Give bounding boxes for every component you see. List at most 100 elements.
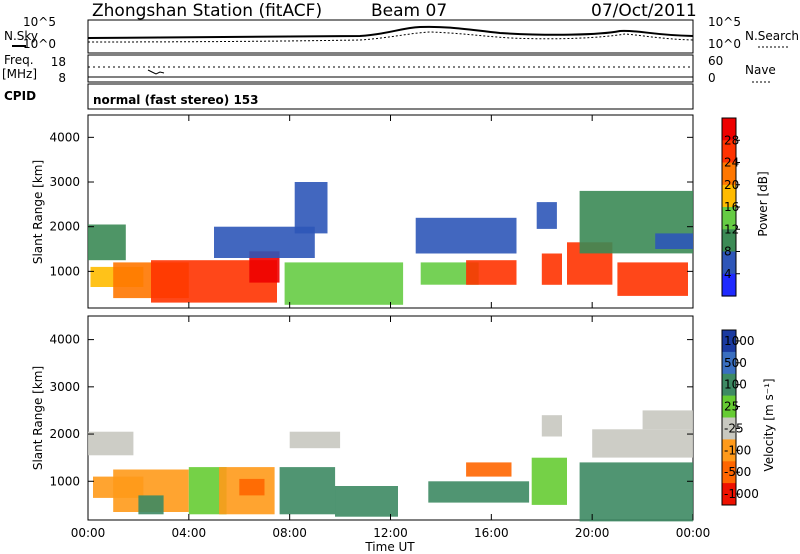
colorbar-swatch	[722, 184, 736, 208]
cpid-label: CPID	[4, 89, 36, 103]
colorbar-swatch	[722, 330, 736, 353]
noise-search-line	[87, 31, 694, 43]
mhz-label: [MHz]	[2, 67, 37, 81]
scatter-block	[284, 262, 404, 305]
colorbar-tick-label: 25	[724, 400, 739, 414]
colorbar-tick-label: -100	[724, 443, 751, 457]
noise-tick-hi-left: 10^5	[23, 15, 56, 29]
y-tick-label: 2000	[49, 220, 80, 234]
y-tick-label: 3000	[49, 380, 80, 394]
scatter-block	[289, 431, 341, 449]
noise-tick-lo-right: 10^0	[708, 37, 741, 51]
colorbar-swatch	[722, 395, 736, 418]
nave-tick-lo: 0	[708, 71, 716, 85]
x-tick-label: 04:00	[172, 526, 207, 540]
colorbar-swatch	[722, 373, 736, 397]
colorbar-swatch	[722, 439, 736, 462]
freq-panel-frame	[87, 54, 694, 83]
x-tick-label: 12:00	[373, 526, 408, 540]
x-tick-label: 00:00	[71, 526, 106, 540]
x-tick-label: 16:00	[474, 526, 509, 540]
scatter-block	[420, 262, 479, 285]
noise-sky-line	[87, 25, 694, 39]
colorbar-tick-label: 1000	[724, 334, 755, 348]
colorbar-swatch	[722, 417, 736, 440]
scatter-block	[592, 429, 693, 458]
power-heatmap	[88, 182, 693, 305]
date-label: 07/Oct/2011	[591, 1, 697, 21]
colorbar-tick-label: 500	[724, 356, 747, 370]
colorbar-frame	[721, 329, 737, 506]
y-tick-label: 2000	[49, 427, 80, 441]
colorbar-tick-label: 20	[724, 178, 739, 192]
scatter-block	[579, 462, 693, 522]
scatter-block	[536, 202, 557, 229]
colorbar-swatch	[722, 140, 736, 164]
colorbar-tick-label: -25	[724, 421, 744, 435]
colorbar-swatch	[722, 461, 736, 484]
scatter-block	[428, 481, 530, 503]
power-y-axis: 1000 2000 3000 4000	[49, 130, 693, 278]
velocity-heatmap	[88, 410, 693, 522]
freq-tick-hi: 18	[51, 55, 66, 69]
colorbar-tick-label: 100	[724, 378, 747, 392]
time-axis-label: Time UT	[364, 540, 415, 554]
beam-label: Beam 07	[371, 1, 447, 21]
colorbar-swatch	[722, 273, 736, 297]
nave-label: Nave	[745, 63, 776, 77]
colorbar-swatch	[722, 118, 736, 141]
power-colorbar: 4 8 12 16 20 24 28	[721, 117, 740, 297]
scatter-block	[415, 217, 517, 254]
scatter-block	[88, 224, 126, 261]
velocity-y-label: Slant Range [km]	[31, 366, 45, 470]
scatter-block	[617, 262, 688, 296]
scatter-block	[541, 415, 562, 437]
colorbar-tick-label: 8	[724, 245, 732, 259]
y-tick-label: 1000	[49, 264, 80, 278]
colorbar-tick-label: 28	[724, 133, 739, 147]
colorbar-swatch	[722, 251, 736, 275]
scatter-block	[642, 410, 693, 430]
scatter-block	[279, 467, 336, 515]
x-tick-label: 08:00	[272, 526, 307, 540]
scatter-block	[335, 486, 398, 517]
scatter-block	[541, 253, 562, 285]
freq-tick-lo: 8	[58, 71, 66, 85]
colorbar-tick-label: 24	[724, 156, 739, 170]
scatter-block	[239, 478, 265, 496]
scatter-block	[88, 431, 134, 456]
colorbar-tick-label: 12	[724, 222, 739, 236]
freq-label: Freq.	[4, 53, 34, 67]
noise-tick-lo-left: 10^0	[23, 37, 56, 51]
y-tick-label: 3000	[49, 175, 80, 189]
colorbar-tick-label: -500	[724, 465, 751, 479]
scatter-block	[655, 233, 693, 249]
colorbar-swatch	[722, 351, 736, 375]
colorbar-tick-label: 4	[724, 267, 732, 281]
nsky-label: N.Sky	[4, 29, 38, 43]
x-tick-label: 20:00	[575, 526, 610, 540]
y-tick-label: 4000	[49, 130, 80, 144]
velocity-colorbar-label: Velocity [m s⁻¹]	[762, 378, 776, 471]
scatter-block	[294, 182, 328, 234]
colorbar-swatch	[722, 229, 736, 253]
colorbar-tick-label: -1000	[724, 487, 759, 501]
cpid-panel-frame	[87, 83, 694, 110]
noise-panel-frame	[87, 19, 694, 54]
x-tick-label: 00:00	[676, 526, 711, 540]
colorbar-tick-label: 16	[724, 200, 739, 214]
scatter-block	[466, 260, 517, 285]
power-colorbar-label: Power [dB]	[756, 171, 770, 236]
y-tick-label: 1000	[49, 474, 80, 488]
scatter-block	[531, 457, 567, 505]
scatter-block	[466, 462, 512, 477]
noise-tick-hi-right: 10^5	[708, 15, 741, 29]
time-x-axis: 00:00 04:00 08:00 12:00 16:00 20:00 00:00	[71, 115, 711, 540]
station-title: Zhongshan Station (fitACF)	[92, 1, 322, 21]
nave-tick-hi: 60	[708, 54, 723, 68]
y-tick-label: 4000	[49, 333, 80, 347]
velocity-y-axis: 1000 2000 3000 4000	[49, 333, 693, 488]
colorbar-swatch	[722, 207, 736, 230]
velocity-colorbar: 1000 500 100 25 -25 -100 -500 -1000	[721, 329, 759, 506]
